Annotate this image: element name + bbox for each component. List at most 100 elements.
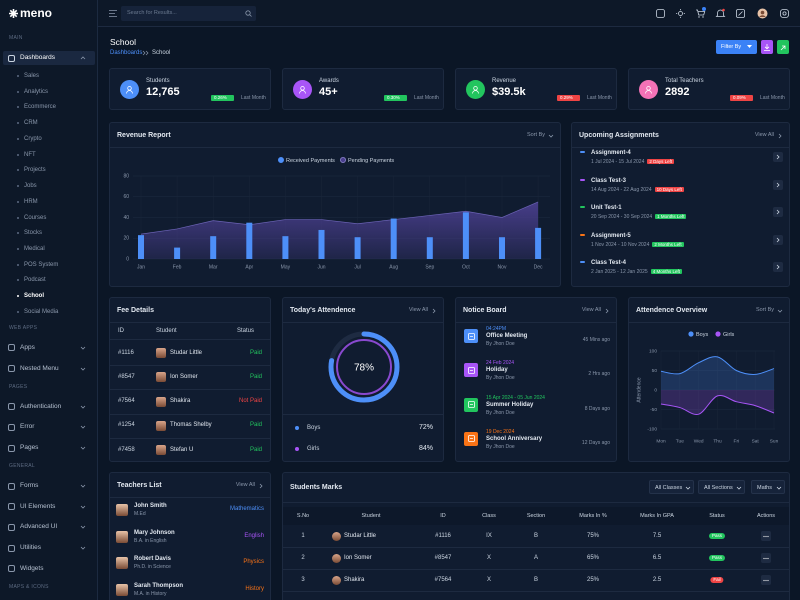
submenu-label[interactable]: Social Media [24, 308, 59, 315]
card-action[interactable]: View All [754, 132, 774, 138]
teacher-name: Robert Davis [134, 556, 172, 563]
cell-section: B [533, 576, 539, 583]
card-action[interactable]: View All [408, 307, 428, 313]
card-action[interactable]: Sort By [526, 132, 545, 138]
icon-part [685, 486, 691, 490]
sidebar-item[interactable]: Apps [3, 341, 95, 355]
submenu-dot [17, 169, 19, 172]
submenu-label[interactable]: Sales [24, 73, 40, 79]
y-tick-label: 100 [649, 348, 657, 354]
row-actions[interactable] [761, 531, 771, 541]
share-button[interactable] [777, 40, 789, 54]
notice-date: 24 Feb 2024 [486, 360, 515, 367]
group-name: Boys [307, 424, 321, 431]
assignment-open[interactable] [773, 234, 783, 245]
table-header: Actions [756, 512, 776, 519]
sidebar-item[interactable]: Utilities [3, 541, 95, 555]
submenu-label[interactable]: Jobs [24, 183, 37, 190]
notice-glyph [467, 366, 475, 374]
assignment-open[interactable] [773, 262, 783, 272]
submenu-label[interactable]: Analytics [24, 88, 49, 95]
sidebar-item[interactable]: Forms [3, 479, 95, 493]
submenu-label[interactable]: Ecommerce [24, 104, 57, 111]
x-tick-label: Sun [770, 438, 779, 444]
submenu-label[interactable]: Podcast [24, 277, 46, 284]
stat-icon-glyph [645, 85, 652, 94]
filter-button[interactable]: Filter By [716, 40, 757, 54]
submenu-label[interactable]: POS System [24, 261, 59, 268]
header-icon[interactable] [675, 8, 685, 18]
x-tick-label: Dec [534, 264, 543, 270]
menu-toggle[interactable] [109, 10, 117, 17]
card-divider [572, 147, 789, 148]
search-box[interactable]: Search for Results... [121, 6, 256, 21]
card-action-icon [548, 134, 554, 138]
icon-part [776, 182, 780, 187]
icon-part [701, 6, 706, 11]
assignment-open[interactable] [773, 179, 783, 190]
sidebar-item[interactable]: Dashboards [3, 51, 95, 65]
sidebar: meno MAIN Dashboards Sales Analytics Ecommerc… [0, 0, 98, 600]
icon-part [80, 526, 86, 530]
submenu-dot [17, 263, 19, 266]
sidebar-item[interactable]: UI Elements [3, 500, 95, 514]
header-icon[interactable] [735, 8, 745, 18]
card-action[interactable]: View All [235, 482, 255, 488]
sidebar-item[interactable]: Authentication [3, 400, 95, 414]
assignment-open[interactable] [773, 152, 783, 162]
teacher-name: John Smith [134, 503, 167, 509]
student-avatar [156, 396, 166, 407]
notice-title: Office Meeting [486, 333, 528, 339]
sidebar-item[interactable]: Advanced UI [3, 520, 95, 534]
icon-part [767, 579, 769, 581]
header-icon[interactable] [695, 6, 706, 18]
filter-dropdown[interactable]: All Classes [649, 480, 694, 494]
header-icon[interactable] [655, 8, 665, 18]
icon-part [782, 11, 787, 16]
assignment-name: Assignment-5 [591, 232, 631, 239]
submenu-label[interactable]: NFT [24, 151, 36, 158]
header-icon[interactable] [779, 8, 789, 18]
filter-dropdown[interactable]: Maths [751, 480, 785, 494]
stat-change: 0.29% [557, 95, 580, 101]
assignment-marker [580, 233, 585, 236]
icon-part [299, 89, 306, 94]
sidebar-item[interactable]: Nested Menu [3, 362, 95, 376]
menu-label: Widgets [20, 564, 44, 572]
breadcrumb-link[interactable]: Dashboards [110, 50, 143, 56]
card-action[interactable]: View All [581, 307, 601, 313]
cell-class: X [486, 554, 492, 561]
submenu-label[interactable]: HRM [24, 198, 38, 205]
submenu-label[interactable]: Crypto [24, 135, 42, 142]
fee-id: #1254 [118, 422, 135, 429]
menu-label: Authentication [20, 402, 62, 410]
assignment-open[interactable] [773, 207, 783, 217]
submenu-dot [17, 137, 19, 140]
row-actions[interactable] [761, 575, 771, 585]
x-tick-label: Sat [752, 438, 760, 444]
download-button[interactable] [761, 40, 773, 54]
sidebar-item[interactable]: Error [3, 420, 95, 434]
menu-chevron [80, 367, 86, 371]
sidebar-item[interactable]: Pages [3, 441, 95, 455]
table-header: Section [526, 512, 546, 519]
submenu-label[interactable]: Projects [24, 167, 46, 174]
notice-time: 45 Mins ago [582, 337, 610, 343]
menu-label: Nested Menu [20, 364, 59, 372]
assignment-marker [580, 178, 585, 181]
submenu-label[interactable]: CRM [24, 120, 38, 127]
cell-status: Pass [708, 555, 726, 561]
submenu-label[interactable]: School [24, 293, 45, 300]
sidebar-item[interactable]: Widgets [3, 562, 95, 576]
submenu-label[interactable]: Medical [24, 246, 45, 253]
filter-dropdown[interactable]: All Sections [698, 480, 745, 494]
profile-avatar[interactable] [757, 8, 767, 18]
arrow-icon [776, 154, 780, 160]
submenu-label[interactable]: Stocks [24, 230, 43, 237]
row-actions[interactable] [761, 553, 771, 563]
submenu-dot [17, 200, 19, 203]
header-icon[interactable] [715, 8, 725, 18]
card-action[interactable]: Sort By [755, 307, 774, 313]
submenu-label[interactable]: Courses [24, 214, 47, 221]
student-avatar [332, 575, 341, 585]
